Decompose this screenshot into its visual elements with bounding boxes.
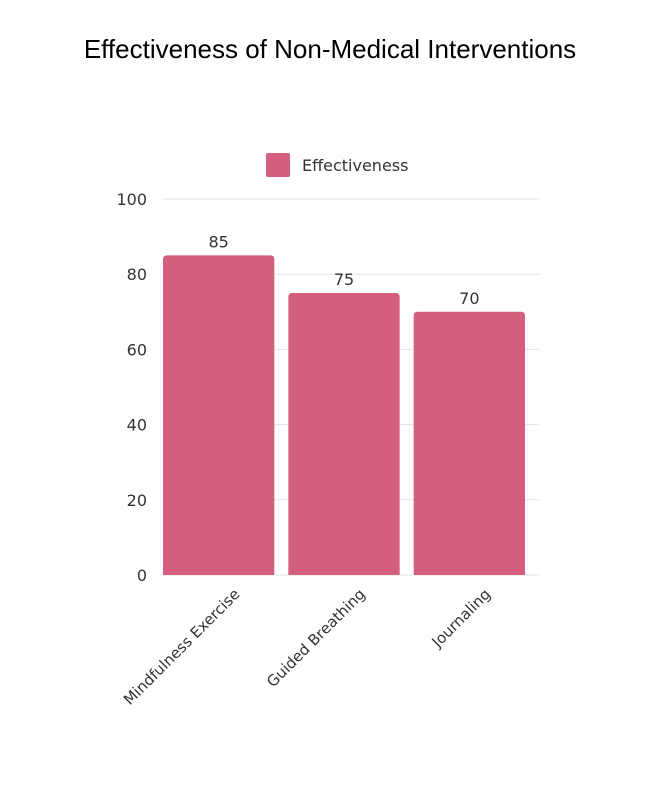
legend-swatch — [266, 153, 290, 177]
y-tick-label: 100 — [116, 190, 147, 209]
x-tick-label: Journaling — [428, 585, 495, 652]
data-label: 70 — [459, 289, 479, 308]
legend-label: Effectiveness — [302, 156, 408, 175]
bar — [413, 311, 525, 575]
bar — [163, 255, 275, 575]
data-label: 85 — [208, 232, 228, 251]
x-tick-label: Guided Breathing — [263, 585, 369, 691]
y-tick-label: 0 — [137, 566, 147, 585]
y-tick-label: 60 — [127, 340, 147, 359]
y-tick-label: 20 — [127, 491, 147, 510]
y-tick-label: 80 — [127, 265, 147, 284]
bar — [288, 293, 400, 575]
data-labels: 85 75 70 — [208, 232, 479, 307]
y-axis: 0 20 40 60 80 100 — [116, 190, 147, 585]
x-axis: Mindfulness Exercise Guided Breathing Jour… — [120, 585, 494, 709]
bars — [163, 255, 525, 575]
y-tick-label: 40 — [127, 416, 147, 435]
x-tick-label: Mindfulness Exercise — [120, 585, 244, 709]
data-label: 75 — [334, 270, 354, 289]
chart-title: Effectiveness of Non-Medical Interventio… — [83, 34, 577, 64]
legend: Effectiveness — [266, 153, 408, 177]
